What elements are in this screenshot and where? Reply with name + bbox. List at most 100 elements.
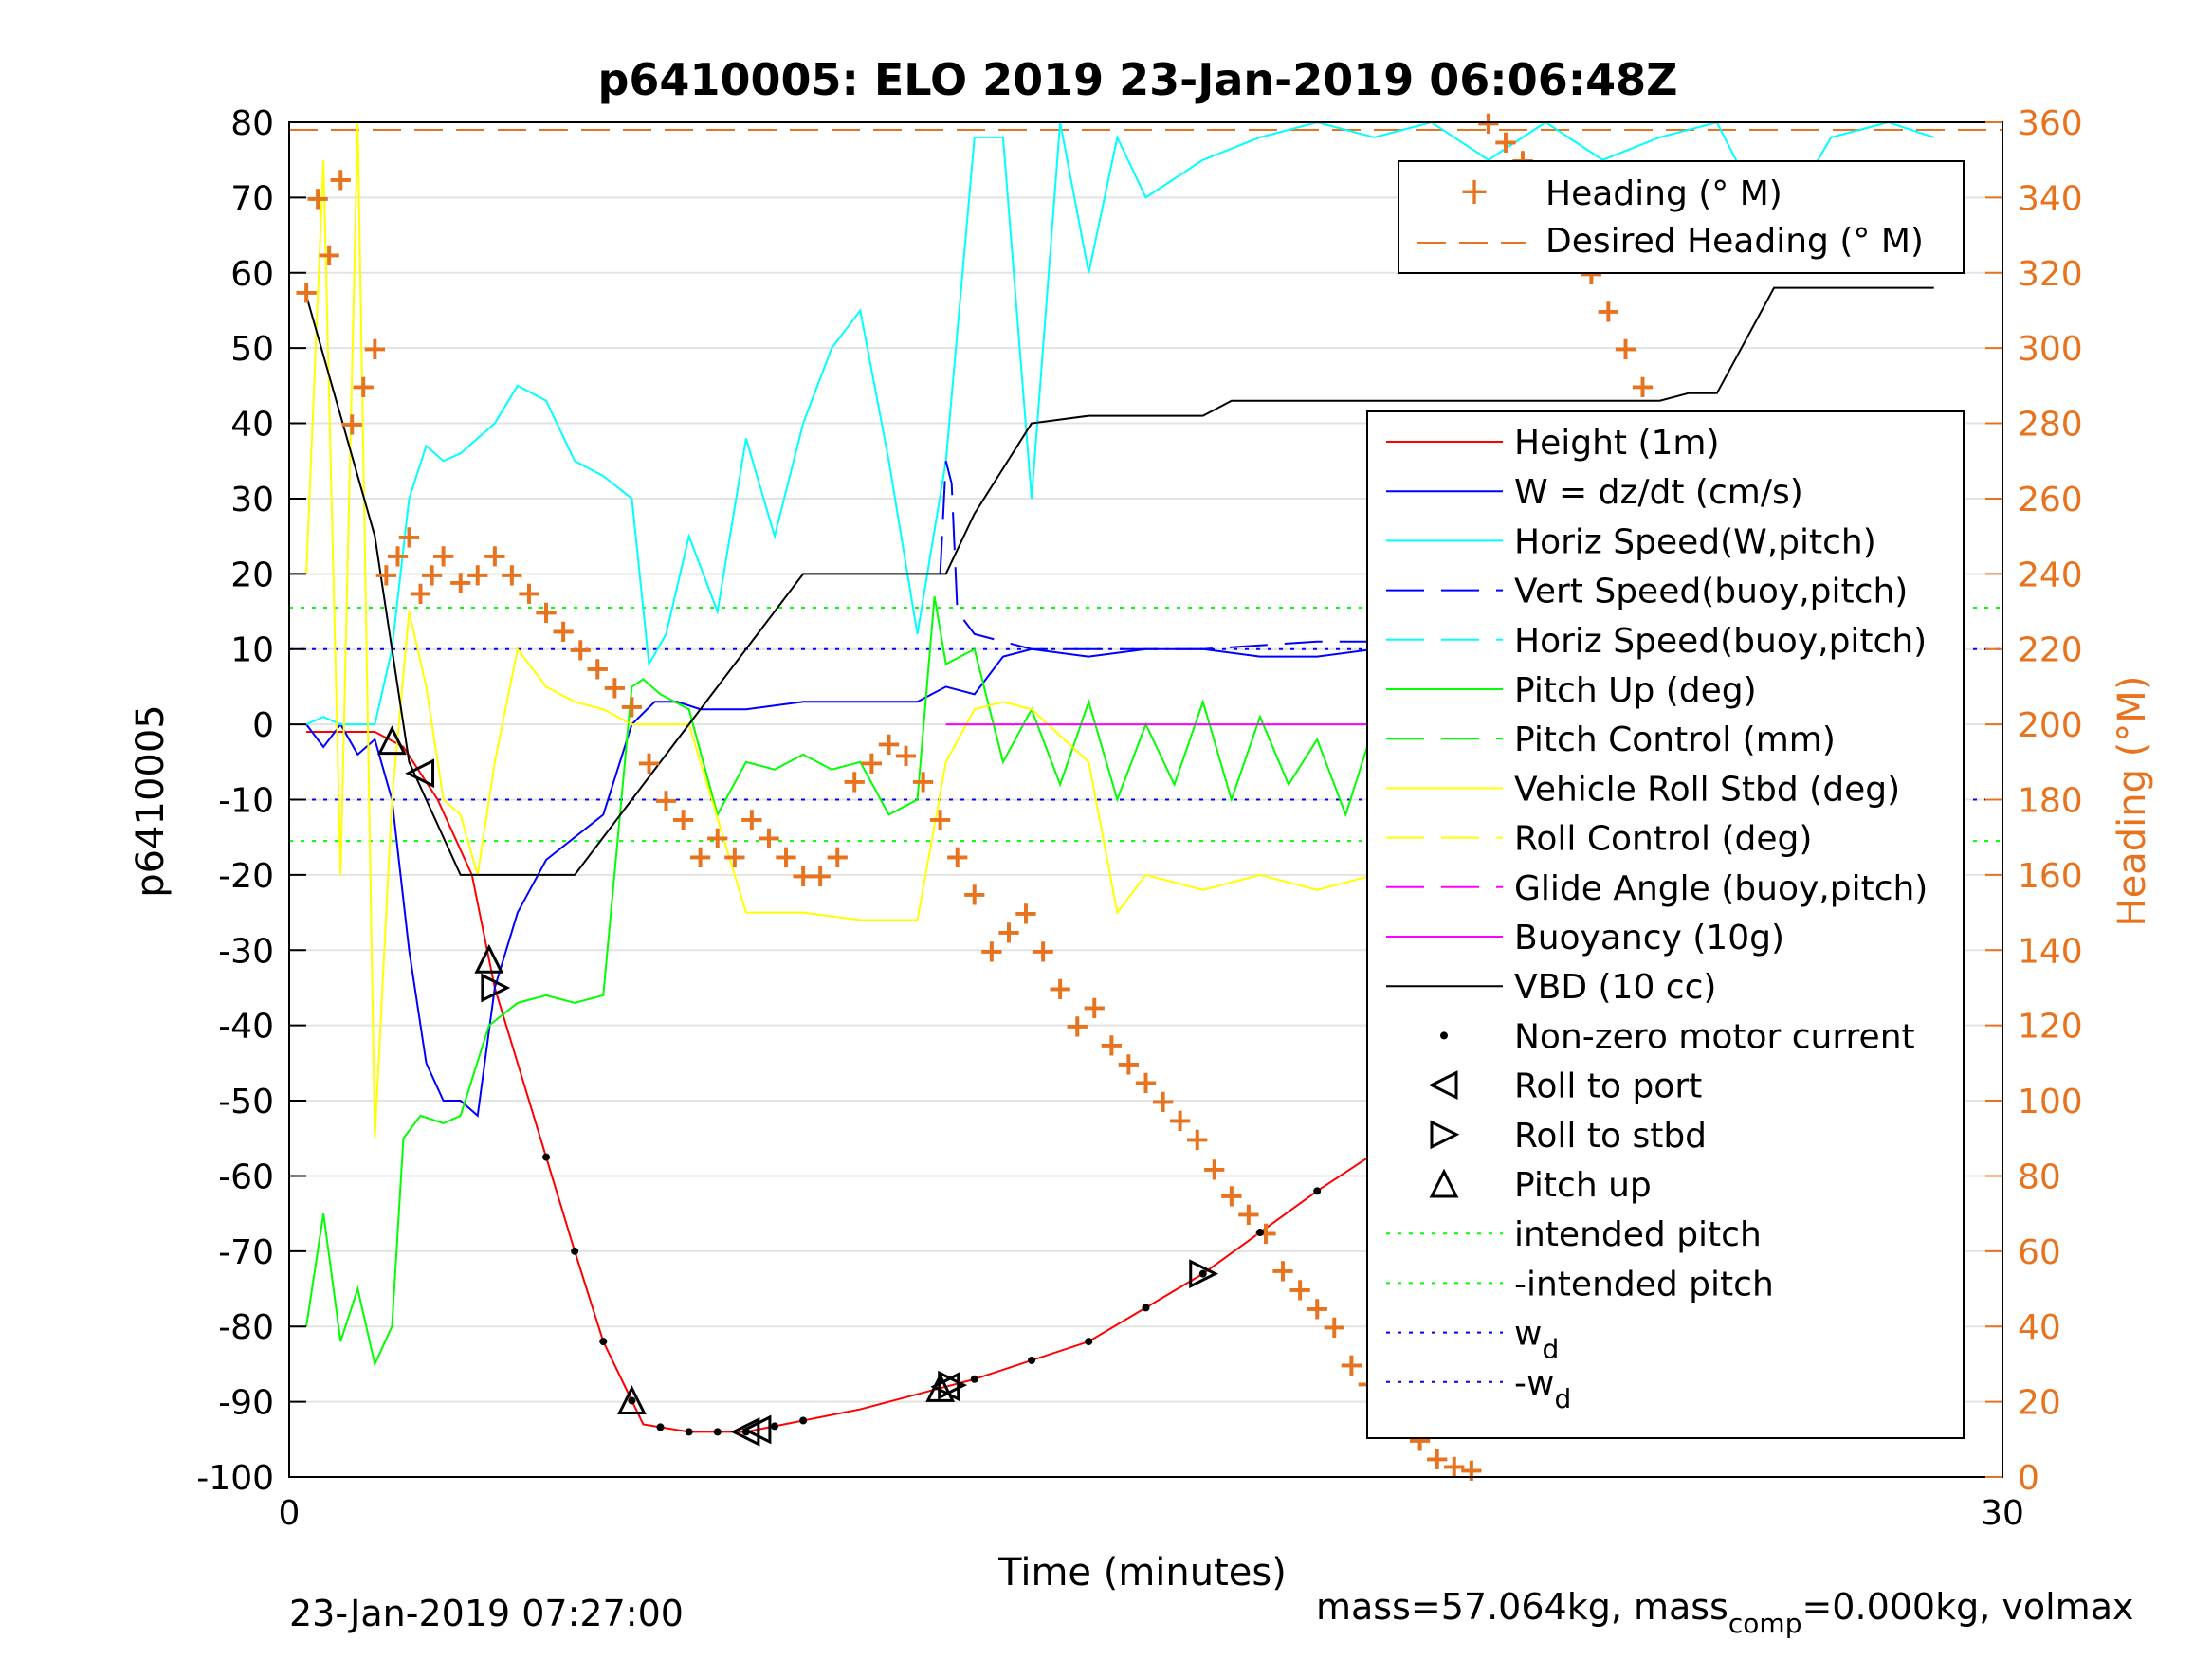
x-axis-label: Time (minutes) [997, 1551, 1287, 1595]
series-horiz-line [305, 120, 1935, 726]
y-tick-label: -90 [218, 1384, 274, 1423]
legend-sample-marker [1430, 1120, 1460, 1150]
legend-label-text: Roll to port [1514, 1067, 1702, 1106]
legend-label: -intended pitch [1514, 1265, 1774, 1304]
heading-point: + [926, 800, 954, 838]
legend-label-sub: d [1554, 1383, 1571, 1414]
y-tick-label: -20 [218, 857, 274, 896]
y-tick-label: -100 [196, 1459, 274, 1498]
heading-point: + [824, 838, 851, 876]
legend-label: Vert Speed(buoy,pitch) [1514, 573, 1908, 611]
heading-point: + [841, 763, 868, 801]
heading-point: + [635, 744, 663, 782]
heading-point: + [686, 838, 714, 876]
y2-tick-label: 100 [2018, 1083, 2083, 1121]
y2-tick-label: 180 [2018, 782, 2083, 821]
y2-tick-label: 340 [2018, 179, 2083, 218]
legend-label: Height (1m) [1514, 424, 1720, 463]
y2-tick-label: 300 [2018, 330, 2083, 369]
legend-label-text: W = dz/dt (cm/s) [1514, 473, 1803, 512]
heading-point: + [1132, 1064, 1160, 1102]
legend-heading-marker: + [1458, 170, 1490, 213]
legend-label: Roll to port [1514, 1067, 1702, 1106]
legend-label-text: -w [1514, 1364, 1554, 1403]
legend-label-text: intended pitch [1514, 1215, 1762, 1254]
motor-current-dot [599, 1338, 608, 1346]
heading-point: + [618, 687, 646, 725]
y-tick-label: 30 [230, 481, 274, 520]
legend-label: Vehicle Roll Stbd (deg) [1514, 770, 1900, 809]
heading-point: + [1270, 1252, 1297, 1290]
heading-point: + [1629, 368, 1656, 406]
heading-point: + [652, 782, 680, 820]
motor-current-dot [542, 1153, 551, 1161]
y-tick-label: -60 [218, 1158, 274, 1196]
heading-point: + [1595, 292, 1622, 330]
legend-heading-box [1398, 160, 1965, 274]
heading-point: + [1612, 330, 1639, 368]
motor-current-dot [970, 1375, 978, 1383]
y2-tick-label: 140 [2018, 932, 2083, 971]
legend-label-text: Roll Control (deg) [1514, 820, 1812, 859]
heading-point: + [499, 556, 526, 593]
motor-current-dot [1028, 1356, 1036, 1364]
legend-label: W = dz/dt (cm/s) [1514, 473, 1803, 512]
marker-roll-stbd [938, 1370, 968, 1400]
y2-tick-label: 240 [2018, 556, 2083, 594]
footer-mass-text: mass=57.064kg, mass [1316, 1586, 1728, 1628]
y-tick-label: 80 [230, 104, 274, 143]
motor-current-dot [713, 1428, 722, 1436]
y-tick-label: -40 [218, 1008, 274, 1047]
heading-point: + [327, 161, 355, 199]
heading-point: + [350, 368, 377, 406]
heading-point: + [465, 556, 492, 593]
motor-current-dot [656, 1423, 665, 1431]
heading-point: + [384, 537, 411, 574]
heading-point: + [1081, 989, 1108, 1027]
legend-sample-dot [1440, 1031, 1448, 1040]
motor-current-dot [1085, 1338, 1093, 1346]
heading-point: + [1149, 1083, 1177, 1121]
legend-label: Buoyancy (10g) [1514, 919, 1784, 957]
heading-point: + [338, 406, 366, 444]
y-tick-label: -70 [218, 1233, 274, 1272]
motor-current-dot [1313, 1187, 1322, 1195]
heading-point: + [1338, 1346, 1365, 1384]
heading-point: + [550, 612, 577, 650]
legend-sample-marker [1429, 1168, 1459, 1198]
y2-axis-ticks: 3603403203002802602402202001801601401201… [1985, 104, 2083, 1498]
heading-point: + [1321, 1308, 1348, 1346]
heading-point: + [1030, 932, 1057, 970]
legend-label: Horiz Speed(W,pitch) [1514, 522, 1876, 561]
motor-current-dot [799, 1416, 808, 1425]
heading-point: + [1423, 1440, 1451, 1478]
heading-point: + [773, 838, 800, 876]
legend-label: intended pitch [1514, 1215, 1762, 1254]
footer-mass-sub: comp [1728, 1608, 1802, 1639]
legend-label-text: Horiz Speed(buoy,pitch) [1514, 622, 1927, 661]
legend-label-text: Roll to stbd [1514, 1117, 1707, 1156]
legend-label-text: w [1514, 1315, 1542, 1354]
heading-point: + [516, 574, 543, 612]
heading-point: + [1047, 970, 1074, 1008]
heading-point: + [316, 236, 343, 274]
heading-point: + [790, 857, 817, 895]
heading-point: + [1492, 123, 1520, 161]
x-tick-label: 0 [279, 1494, 301, 1533]
legend-label-text: Height (1m) [1514, 424, 1720, 463]
series-vbd-line [305, 286, 1934, 876]
legend-label-text: Vehicle Roll Stbd (deg) [1514, 770, 1900, 809]
y2-tick-label: 20 [2018, 1384, 2061, 1423]
legend-label: Pitch Up (deg) [1514, 671, 1757, 710]
heading-point: + [361, 330, 389, 368]
y2-tick-label: 60 [2018, 1233, 2061, 1272]
y2-tick-label: 120 [2018, 1008, 2083, 1047]
legend-label-text: -intended pitch [1514, 1265, 1774, 1304]
legend-label-text: Glide Angle (buoy,pitch) [1514, 869, 1928, 908]
y2-tick-label: 0 [2018, 1459, 2039, 1498]
heading-point: + [996, 913, 1023, 951]
heading-point: + [1235, 1195, 1263, 1233]
heading-point: + [1218, 1176, 1246, 1214]
y2-tick-label: 160 [2018, 857, 2083, 896]
